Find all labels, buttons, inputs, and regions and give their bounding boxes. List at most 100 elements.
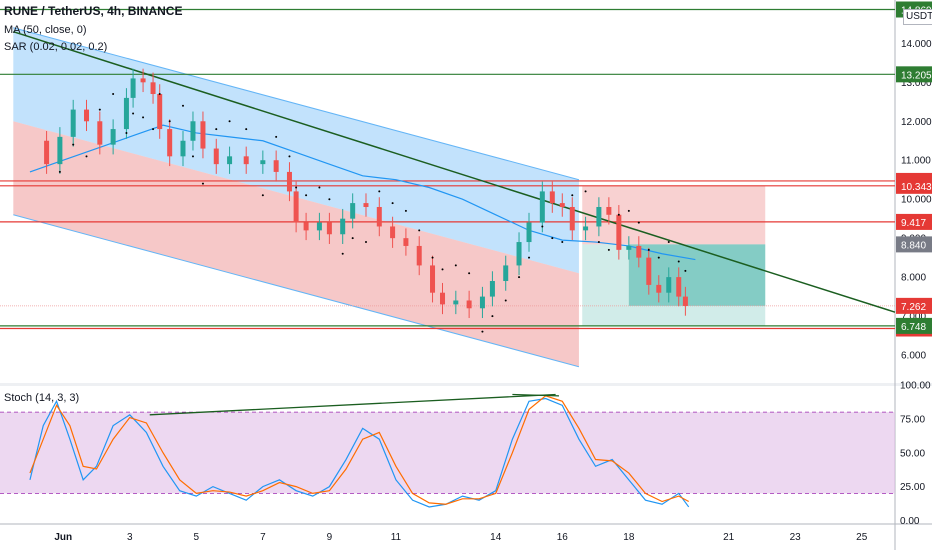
sar-dot-38 [491, 315, 494, 318]
sar-dot-41 [528, 256, 531, 259]
candle-44 [559, 203, 565, 207]
candle-50 [626, 245, 632, 250]
level-label-bg-3 [896, 177, 932, 194]
candle-16 [213, 148, 219, 165]
position-open-zone [628, 244, 766, 306]
sar-indicator-label[interactable]: SAR (0.02, 0.02, 0.2) [4, 41, 108, 53]
sar-dot-17 [228, 120, 231, 123]
time-tick-label-8: 18 [623, 532, 635, 543]
candle-29 [376, 206, 382, 227]
stoch-band [0, 412, 895, 494]
sar-dot-42 [541, 225, 544, 228]
candle-35 [453, 300, 459, 305]
candle-14 [190, 121, 196, 141]
sar-dot-35 [454, 264, 457, 267]
candle-49 [616, 214, 622, 250]
sar-dot-13 [181, 104, 184, 107]
time-tick-label-1: 3 [127, 532, 133, 543]
sar-dot-50 [627, 209, 630, 212]
candle-32 [416, 245, 422, 266]
sar-dot-52 [647, 248, 650, 251]
candle-30 [390, 226, 396, 239]
sar-dot-8 [132, 112, 135, 115]
price-label-1: 7.262 [901, 302, 926, 313]
sar-dot-51 [637, 221, 640, 224]
sar-dot-53 [657, 256, 660, 259]
candle-56 [682, 296, 688, 306]
sar-dot-27 [351, 237, 354, 240]
sar-dot-48 [607, 248, 610, 251]
currency-unit-label[interactable]: USDT [903, 9, 932, 25]
level-label-bg-4 [896, 213, 932, 230]
candle-27 [350, 203, 356, 219]
ma-indicator-label[interactable]: MA (50, close, 0) [4, 24, 87, 36]
sar-dot-20 [275, 135, 278, 138]
price-tick-label-4: 10.000 [901, 195, 932, 206]
price-tick-label-0: 6.000 [901, 351, 926, 362]
sar-dot-9 [142, 116, 145, 119]
stoch-line-d [29, 395, 690, 505]
stoch-tick-label-2: 50.00 [900, 448, 925, 459]
candle-20 [273, 160, 279, 172]
price-tick-label-2: 8.000 [901, 273, 926, 284]
sar-dot-54 [667, 241, 670, 244]
candle-31 [403, 238, 409, 246]
time-tick-label-0: Jun [54, 532, 72, 543]
sar-dot-31 [404, 209, 407, 212]
candle-28 [363, 203, 369, 207]
sar-dot-4 [85, 155, 88, 158]
candle-10 [150, 82, 156, 95]
price-tick-label-5: 11.000 [901, 156, 931, 167]
candle-34 [440, 292, 446, 305]
candle-55 [676, 277, 682, 297]
candle-2 [57, 136, 63, 165]
candle-33 [430, 265, 436, 293]
stoch-tick-label-4: 100.00 [900, 381, 931, 392]
sar-dot-26 [341, 252, 344, 255]
moving-average-line [29, 124, 696, 261]
sar-dot-18 [245, 128, 248, 131]
sar-dot-2 [58, 170, 61, 173]
candle-23 [303, 222, 309, 231]
sar-dot-25 [328, 198, 331, 201]
time-tick-label-4: 9 [327, 532, 333, 543]
level-label-bg-6 [896, 317, 932, 334]
candle-7 [123, 97, 129, 130]
stoch-indicator-label[interactable]: Stoch (14, 3, 3) [4, 392, 80, 404]
candle-15 [200, 121, 206, 149]
time-tick-label-7: 16 [557, 532, 569, 543]
candle-53 [656, 284, 662, 293]
time-tick-label-5: 11 [391, 532, 402, 543]
sar-dot-43 [551, 237, 554, 240]
time-tick-label-2: 5 [194, 532, 200, 543]
candle-8 [130, 78, 136, 98]
candle-39 [503, 265, 509, 282]
sar-dot-28 [364, 241, 367, 244]
sar-dot-16 [215, 128, 218, 131]
candle-38 [489, 281, 495, 297]
stoch-tick-label-3: 75.00 [900, 414, 925, 425]
candle-51 [636, 245, 642, 258]
level-label-4: 9.417 [901, 218, 926, 229]
time-tick-label-9: 21 [723, 532, 735, 543]
sar-dot-22 [295, 186, 298, 189]
sar-dot-49 [617, 213, 620, 216]
sar-dot-46 [584, 190, 587, 193]
candle-54 [666, 277, 672, 293]
level-label-bg-1 [896, 66, 932, 83]
sar-dot-32 [418, 229, 421, 232]
sar-dot-19 [261, 194, 264, 197]
sar-dot-40 [518, 276, 521, 279]
chart-title: RUNE / TetherUS, 4h, BINANCE [4, 4, 183, 18]
price-tick-label-7: 13.000 [901, 78, 932, 89]
sar-dot-3 [72, 143, 75, 146]
candle-6 [110, 129, 116, 145]
stoch-tick-label-0: 0.00 [900, 516, 920, 527]
pane-separator [0, 383, 932, 386]
candle-5 [97, 121, 103, 145]
sar-dot-34 [441, 268, 444, 271]
sar-dot-14 [191, 155, 194, 158]
sar-dot-5 [98, 108, 101, 111]
